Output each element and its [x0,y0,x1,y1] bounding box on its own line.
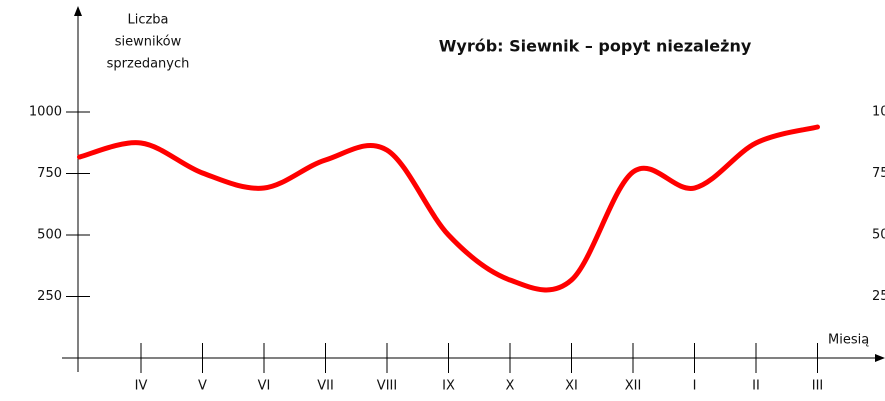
y-tick-label: 500 [37,228,62,243]
x-tick-label: V [198,379,207,394]
x-tick-label: XII [625,379,642,394]
x-tick-label: I [693,379,697,394]
y-tick-label-right: 1000 [872,105,885,120]
y-tick-label: 250 [37,289,62,304]
y-tick-label: 1000 [29,105,62,120]
x-axis-arrow [875,354,885,362]
x-tick-label: IV [135,379,148,394]
y-tick-label-right: 750 [872,166,885,181]
x-tick-label: IX [442,379,455,394]
x-tick-label: VIII [377,379,397,394]
line-series [77,124,820,293]
x-tick-label: II [752,379,760,394]
x-tick-label: III [812,379,824,394]
y-axis-label: sprzedanych [107,57,190,72]
y-axis-arrow [74,6,82,16]
y-tick-label-right: 500 [872,228,885,243]
x-tick-label: VI [258,379,271,394]
chart-title: Wyrób: Siewnik – popyt niezależny [439,37,752,56]
x-tick-label: X [506,379,515,394]
x-axis-label: Miesią [828,333,869,348]
y-axis-label: Liczba [127,13,168,28]
x-tick-label: XI [565,379,578,394]
y-tick-label: 750 [37,166,62,181]
x-tick-label: VII [317,379,334,394]
y-tick-label-right: 250 [872,289,885,304]
y-axis-label: siewników [115,35,182,50]
